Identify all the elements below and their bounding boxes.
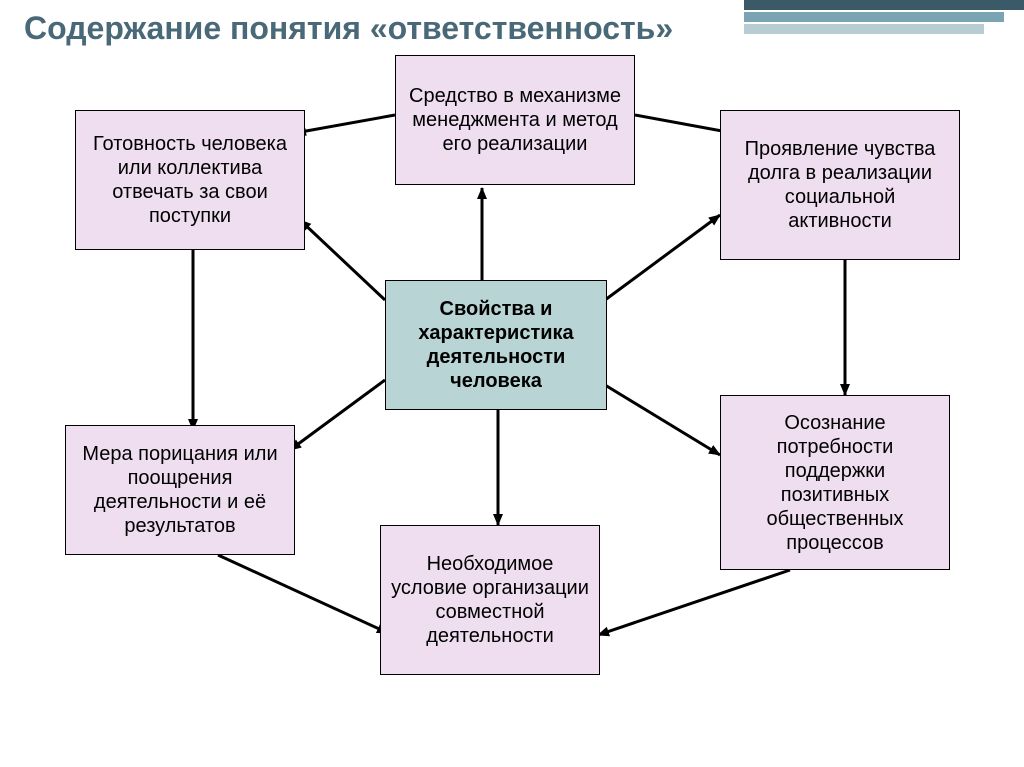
arrow [218, 555, 388, 633]
decor-bar [744, 0, 1024, 10]
outer-node-tr: Проявление чувства долга в реализации со… [720, 110, 960, 260]
outer-node-br: Осознание потребности поддержки позитивн… [720, 395, 950, 570]
arrow [295, 115, 395, 133]
outer-node-top: Средство в механизме менеджмента и метод… [395, 55, 635, 185]
decor-bar [744, 24, 984, 34]
decor-bars [744, 0, 1024, 34]
arrow [290, 380, 385, 450]
arrow [598, 570, 790, 635]
center-node: Свойства и характеристика деятельности ч… [385, 280, 607, 410]
arrow [605, 215, 720, 300]
arrow [300, 220, 385, 300]
outer-node-tl: Готовность человека или коллектива отвеч… [75, 110, 305, 250]
decor-bar [744, 12, 1004, 22]
page-title: Содержание понятия «ответственность» [24, 10, 673, 47]
arrow [635, 115, 733, 133]
arrow [605, 385, 720, 455]
outer-node-bl: Мера порицания или поощрения деятельност… [65, 425, 295, 555]
outer-node-bottom: Необходимое условие организации совместн… [380, 525, 600, 675]
